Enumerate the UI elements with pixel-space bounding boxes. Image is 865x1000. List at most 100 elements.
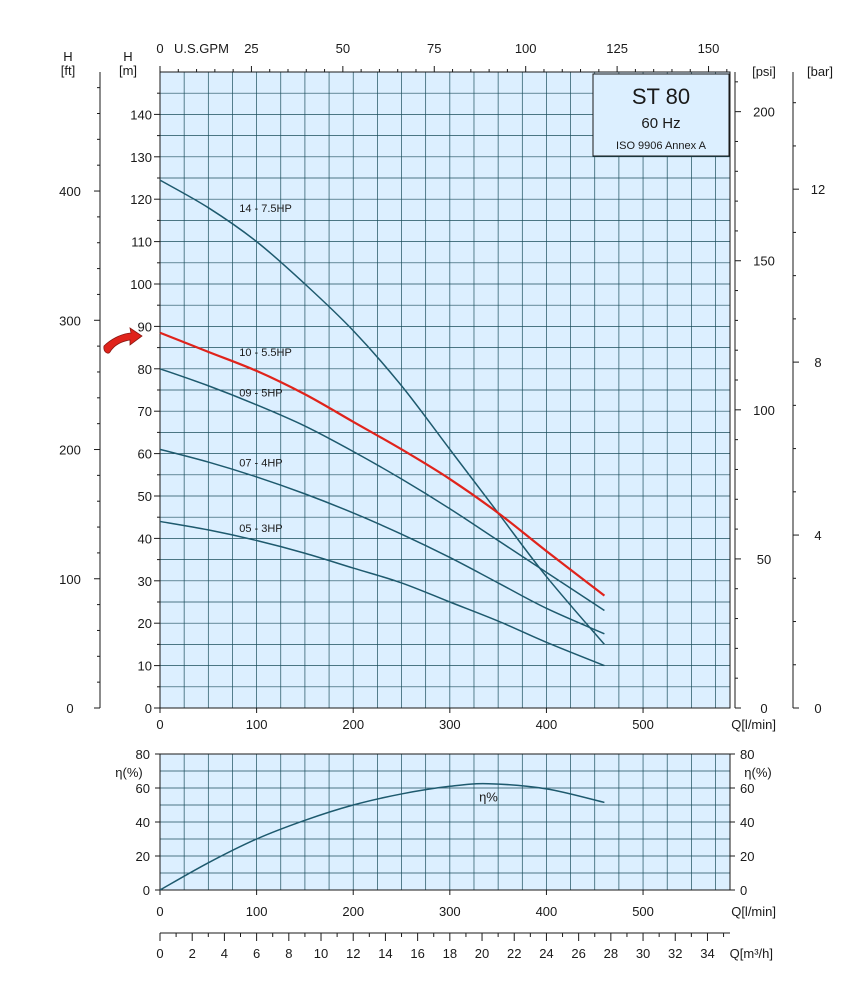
eff-y-tick-label-right: 0 [740,883,747,898]
m3h-tick-label: 2 [189,946,196,961]
eff-x-tick-label: 0 [156,904,163,919]
head-y-tick-label: 60 [138,447,152,462]
title-box [592,73,730,157]
chart-standard: ISO 9906 Annex A [616,140,707,152]
m3h-tick-label: 32 [668,946,682,961]
m3h-tick-label: 24 [539,946,553,961]
eff-x-tick-label: 100 [246,904,268,919]
curve-label-3: 07 - 4HP [239,457,282,469]
m3h-tick-label: 26 [571,946,585,961]
m3h-tick-label: 28 [604,946,618,961]
head-x-tick-label: 300 [439,717,461,732]
psi-tick-label: 100 [753,403,775,418]
gpm-tick-label: 150 [698,41,720,56]
ft-tick-label: 100 [59,572,81,587]
eff-y-tick-label-right: 40 [740,815,754,830]
bar-tick-label: 0 [814,701,821,716]
head-y-axis-label: H [123,49,132,64]
curve-label-1: 10 - 5.5HP [239,347,292,359]
bar-tick-label: 4 [814,528,821,543]
m3h-tick-label: 12 [346,946,360,961]
head-y-tick-label: 130 [130,150,152,165]
eff-y-tick-label-left: 60 [136,781,150,796]
eff-y-tick-label-right: 20 [740,849,754,864]
head-x-tick-label: 500 [632,717,654,732]
head-y-tick-label: 100 [130,277,152,292]
head-curve-3 [159,448,605,635]
head-curve-4 [159,520,605,667]
psi-tick-label: 150 [753,254,775,269]
ft-tick-label: 0 [66,701,73,716]
head-y-tick-label: 20 [138,616,152,631]
head-y-axis-unit: [m] [119,63,137,78]
eff-y-tick-label-left: 80 [136,747,150,762]
m3h-tick-label: 6 [253,946,260,961]
m3h-tick-label: 20 [475,946,489,961]
head-y-tick-label: 110 [131,235,152,250]
head-y-tick-label: 70 [138,404,152,419]
head-x-tick-label: 400 [536,717,558,732]
m3h-tick-label: 16 [410,946,424,961]
head-y-tick-label: 40 [138,531,152,546]
psi-tick-label: 0 [760,701,767,716]
gpm-tick-label: 125 [606,41,628,56]
chart-title: ST 80 [632,84,690,109]
m3h-tick-label: 4 [221,946,228,961]
m3h-tick-label: 10 [314,946,328,961]
eff-curve-0 [159,782,605,891]
head-x-tick-label: 100 [246,717,268,732]
head-x-tick-label: 200 [342,717,364,732]
bar-axis-unit: [bar] [807,64,833,79]
gpm-tick-label: 25 [244,41,258,56]
eff-y-tick-label-right: 60 [740,781,754,796]
gpm-tick-label: 50 [336,41,350,56]
curve-label-0: 14 - 7.5HP [239,203,292,215]
eff-x-tick-label: 200 [342,904,364,919]
gpm-axis-label: U.S.GPM [174,41,229,56]
gpm-tick-label: 0 [156,41,163,56]
head-x-tick-label: 0 [156,717,163,732]
eff-x-tick-label: 500 [632,904,654,919]
eff-y-tick-label-right: 80 [740,747,754,762]
head-y-tick-label: 30 [138,574,152,589]
m3h-tick-label: 14 [378,946,392,961]
ft-tick-label: 200 [59,443,81,458]
m3h-tick-label: 18 [443,946,457,961]
ft-axis-label: H [63,49,72,64]
psi-axis-unit: [psi] [752,64,776,79]
m3h-tick-label: 8 [285,946,292,961]
curve-label-2: 09 - 5HP [239,387,282,399]
head-y-tick-label: 90 [138,319,152,334]
m3h-axis-label: Q[m³/h] [730,946,773,961]
head-y-tick-label: 0 [145,701,152,716]
bar-tick-label: 8 [814,355,821,370]
eff-y-tick-label-left: 20 [136,849,150,864]
eff-y-tick-label-left: 0 [143,883,150,898]
bar-tick-label: 12 [811,182,825,197]
eff-curve-label: η% [479,790,498,805]
head-y-tick-label: 10 [138,659,152,674]
head-x-axis-label: Q[l/min] [731,717,776,732]
m3h-tick-label: 30 [636,946,650,961]
chart-frequency: 60 Hz [641,115,680,132]
gpm-tick-label: 100 [515,41,537,56]
head-curve-0 [159,179,605,645]
psi-tick-label: 200 [753,105,775,120]
red-curved-arrow-icon [103,327,143,354]
m3h-tick-label: 22 [507,946,521,961]
head-y-tick-label: 120 [130,192,152,207]
m3h-tick-label: 34 [700,946,714,961]
psi-tick-label: 50 [757,552,771,567]
ft-tick-label: 400 [59,184,81,199]
head-y-tick-label: 140 [130,107,152,122]
curve-label-4: 05 - 3HP [239,523,282,535]
ft-axis-unit: [ft] [61,63,75,78]
eff-x-tick-label: 300 [439,904,461,919]
gpm-tick-label: 75 [427,41,441,56]
m3h-tick-label: 0 [156,946,163,961]
eff-x-axis-label: Q[l/min] [731,904,776,919]
eff-y-axis-label-left: η(%) [115,765,142,780]
ft-tick-label: 300 [59,313,81,328]
